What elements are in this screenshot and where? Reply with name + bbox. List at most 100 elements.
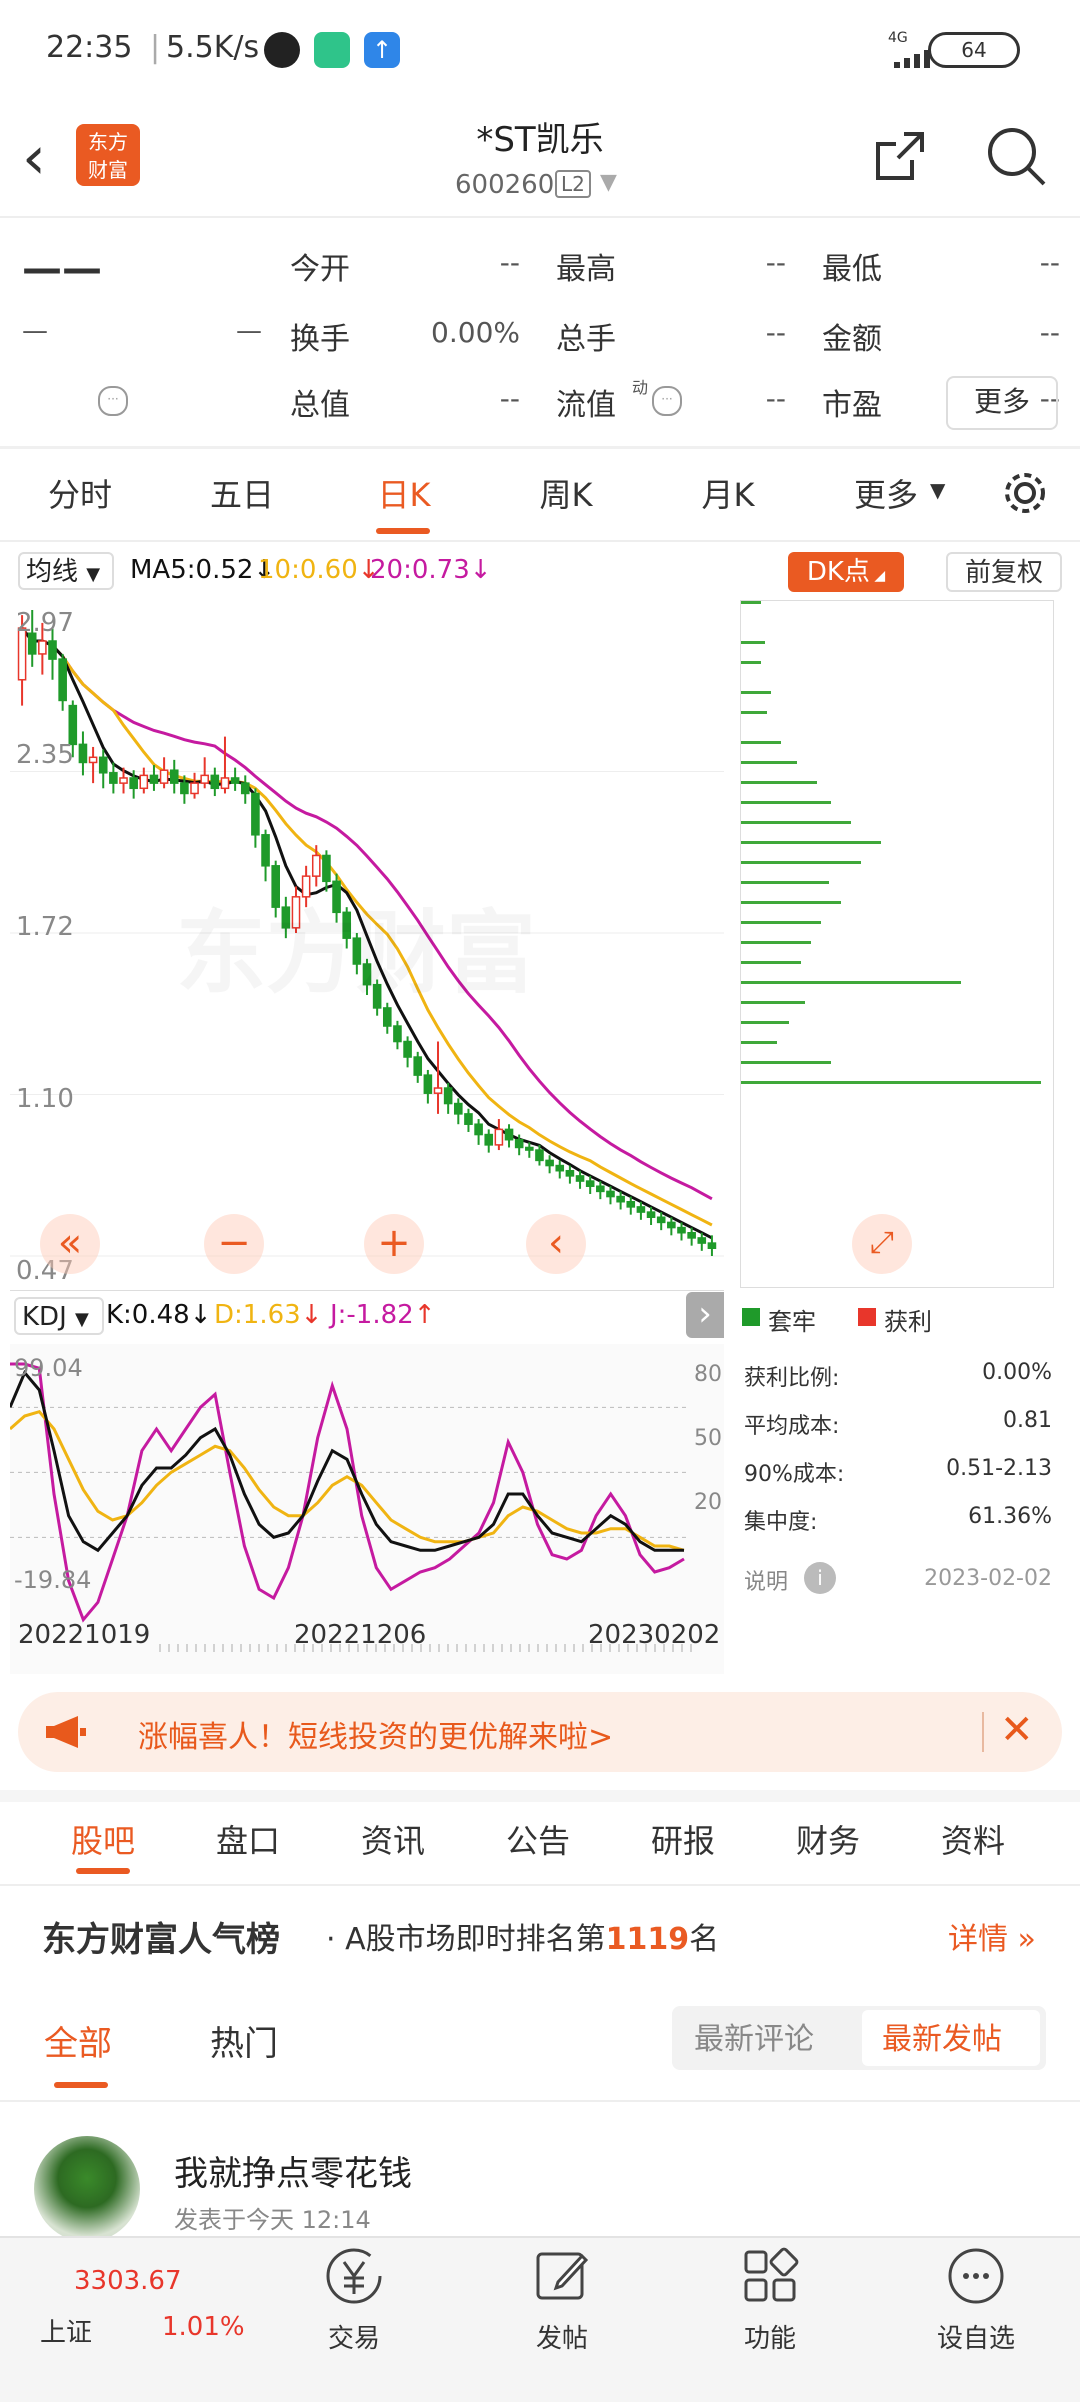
kdj-level-80: 80 [694, 1362, 722, 1387]
functions-grid-icon[interactable] [738, 2244, 802, 2308]
candle-body [332, 880, 341, 914]
ranking-number: 1119 [605, 1922, 690, 1957]
kdj-chart[interactable] [8, 1344, 724, 1674]
section-tab-1[interactable]: 股吧 [70, 1822, 135, 1860]
more-dots-icon[interactable]: ··· [652, 386, 682, 416]
banner-text[interactable]: 涨幅喜人！短线投资的更优解来啦> [138, 1720, 614, 1755]
quote-value-4: 0.00% [431, 316, 520, 349]
section-tab-3[interactable]: 资讯 [360, 1822, 425, 1860]
stock-code[interactable]: 600260 [455, 170, 555, 200]
price-change: — [22, 316, 48, 346]
section-tab-5[interactable]: 研报 [650, 1822, 715, 1860]
quote-value-6: -- [1039, 316, 1060, 349]
kdj-k-legend: K:0.48↓ [106, 1300, 212, 1330]
settings-gear-icon[interactable] [998, 466, 1052, 520]
candle-body [281, 906, 291, 929]
nav-label-4[interactable]: 设自选 [936, 2324, 1015, 2354]
feed-tab-hot[interactable]: 热门 [210, 2024, 278, 2064]
signal-icon [894, 48, 944, 68]
nav-label-3[interactable]: 功能 [743, 2324, 796, 2354]
candle-body [443, 1087, 453, 1105]
price-label-4: 1.10 [16, 1084, 74, 1114]
quote-value-8: -- [765, 382, 786, 415]
tab-period-3[interactable]: 日K [377, 476, 431, 514]
section-tab-2[interactable]: 盘口 [215, 1822, 280, 1860]
candle-body [433, 1087, 443, 1094]
add-watchlist-icon[interactable] [944, 2244, 1008, 2308]
chip-bar [741, 1041, 777, 1044]
candle-body [200, 774, 209, 784]
dk-points-label: DK点 [806, 557, 870, 587]
watermark-logo: 东方财富 [176, 880, 536, 1010]
tab-period-5[interactable]: 月K [701, 476, 755, 514]
ma-selector[interactable]: 均线 ▼ [18, 552, 114, 590]
more-tabs-chevron-icon[interactable]: ▼ [930, 478, 946, 502]
index-change[interactable]: 1.01% [162, 2312, 245, 2342]
candle-body [352, 937, 362, 965]
candle-body [494, 1128, 504, 1146]
zoom-in-button[interactable]: + [364, 1214, 424, 1274]
info-icon[interactable]: i [804, 1562, 836, 1594]
post-username[interactable]: 我就挣点零花钱 [174, 2154, 412, 2194]
more-dots-icon[interactable]: ··· [98, 386, 128, 416]
adjust-price-button[interactable]: 前复权 [946, 552, 1062, 592]
zoom-out-button[interactable]: − [204, 1214, 264, 1274]
tab-period-1[interactable]: 分时 [47, 476, 112, 514]
chip-bar [741, 641, 765, 644]
chevron-down-icon[interactable]: ▼ [600, 170, 617, 195]
fullscreen-expand-icon[interactable]: ⤢ [852, 1214, 912, 1274]
quote-value-7: -- [499, 382, 520, 415]
feed-tab-all[interactable]: 全部 [44, 2024, 112, 2064]
tab-period-4[interactable]: 周K [539, 476, 593, 514]
share-icon[interactable] [868, 124, 932, 188]
candle-body [474, 1123, 483, 1136]
candle-body [169, 769, 179, 784]
close-banner-icon[interactable]: ✕ [1000, 1707, 1034, 1753]
promo-banner[interactable] [18, 1692, 1062, 1772]
candle-body [636, 1206, 646, 1213]
nav-label-1[interactable]: 交易 [327, 2324, 380, 2354]
sort-latest-comment[interactable]: 最新评论 [694, 2022, 814, 2057]
section-tab-6[interactable]: 财务 [795, 1822, 860, 1860]
candle-body [38, 640, 47, 655]
candle-body [88, 756, 98, 764]
stock-name: *ST凯乐 [476, 120, 604, 160]
kdj-d-line [9, 1409, 685, 1552]
scroll-left-button[interactable]: « [40, 1214, 100, 1274]
more-quote-button[interactable]: 更多 [946, 376, 1058, 430]
expand-indicator-arrow-icon[interactable]: › [686, 1292, 724, 1338]
sort-latest-post[interactable]: 最新发帖 [882, 2022, 1002, 2057]
kdj-selector-label: KDJ [22, 1302, 67, 1332]
candle-body [149, 774, 159, 784]
note-label[interactable]: 说明 [744, 1570, 789, 1595]
nav-label-2[interactable]: 发帖 [535, 2324, 588, 2354]
back-button[interactable]: ‹ [22, 123, 46, 193]
tab-period-2[interactable]: 五日 [209, 476, 274, 514]
scroll-prev-button[interactable]: ‹ [526, 1214, 586, 1274]
price-label-3: 1.72 [16, 912, 74, 942]
search-icon[interactable] [984, 124, 1048, 188]
ranking-detail-link[interactable]: 详情 » [948, 1914, 1036, 1958]
quote-label-4: 换手 [290, 322, 350, 357]
candle-body [48, 640, 57, 660]
kline-chart[interactable] [10, 600, 724, 1286]
tab-period-6[interactable]: 更多 [853, 476, 918, 514]
post-edit-icon[interactable] [530, 2244, 594, 2308]
index-name[interactable]: 上证 [40, 2318, 93, 2348]
profit-legend-swatch [858, 1308, 876, 1326]
section-tab-4[interactable]: 公告 [505, 1822, 570, 1860]
section-spacer [0, 1790, 1080, 1802]
chip-bar [741, 901, 841, 904]
level-badge[interactable]: L2 [555, 170, 591, 198]
avatar[interactable] [34, 2136, 140, 2242]
kdj-selector[interactable]: KDJ ▼ [14, 1297, 104, 1335]
ma-selector-chevron-icon: ▼ [86, 564, 101, 585]
section-tab-7[interactable]: 资料 [940, 1822, 1005, 1860]
dk-points-button[interactable]: DK点 ◢ [788, 552, 904, 592]
quote-divider [0, 446, 1080, 449]
candle-body [707, 1242, 717, 1249]
candle-body [119, 777, 128, 784]
trade-yen-icon[interactable] [322, 2244, 386, 2308]
candle-body [78, 743, 88, 764]
index-value[interactable]: 3303.67 [74, 2266, 182, 2296]
